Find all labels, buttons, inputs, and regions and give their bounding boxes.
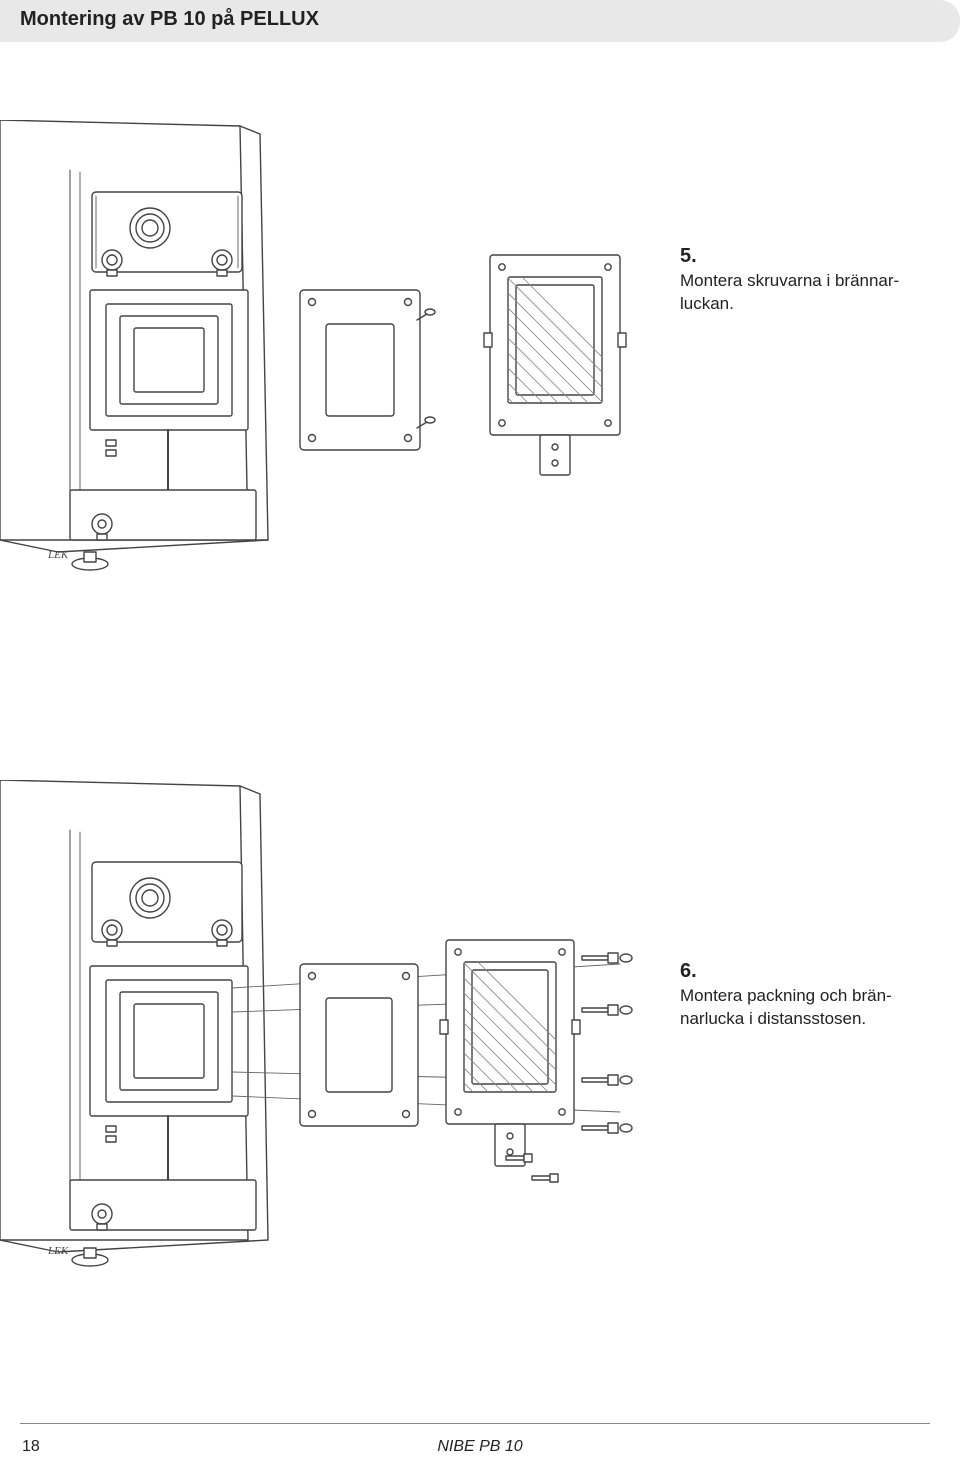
assembly-diagram-step-5: LEK	[0, 120, 700, 600]
step-5-text: 5. Montera skruvarna i brännar-luckan.	[680, 245, 900, 316]
svg-text:LEK: LEK	[47, 549, 69, 561]
step-instruction: Montera packning och brän-narlucka i dis…	[680, 985, 900, 1031]
svg-text:LEK: LEK	[47, 1245, 69, 1257]
step-number: 6.	[680, 960, 900, 983]
footer-model-name: NIBE PB 10	[437, 1438, 522, 1456]
footer-rule	[20, 1423, 930, 1424]
step-instruction: Montera skruvarna i brännar-luckan.	[680, 270, 900, 316]
step-number: 5.	[680, 245, 900, 268]
footer-page-number: 18	[22, 1438, 40, 1456]
section-title: Montering av PB 10 på PELLUX	[20, 8, 319, 31]
assembly-diagram-step-6: LEK	[0, 780, 700, 1320]
page: Montering av PB 10 på PELLUX	[0, 0, 960, 1474]
step-6-text: 6. Montera packning och brän-narlucka i …	[680, 960, 900, 1031]
